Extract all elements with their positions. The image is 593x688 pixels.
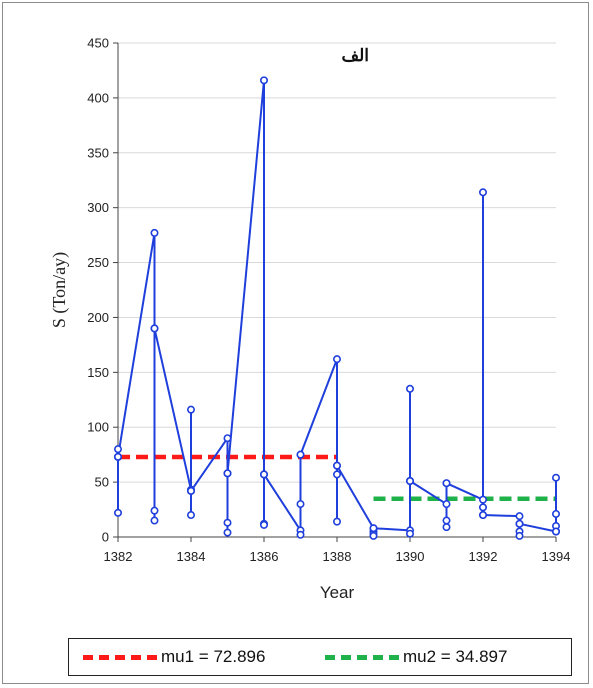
x-tick-label: 1388: [323, 549, 352, 564]
data-point: [442, 479, 451, 488]
legend: mu1 = 72.896 mu2 = 34.897: [68, 638, 572, 676]
data-point: [332, 517, 341, 526]
legend-swatch-mu2: [325, 654, 399, 660]
data-point: [332, 470, 341, 479]
data-point: [405, 477, 414, 486]
chart-title: الف: [341, 46, 369, 65]
tick-labels: 0 50 100 150 200 250 300 350 400 450 1382 1384 1386 1…: [87, 36, 570, 565]
data-point: [551, 509, 560, 518]
data-point: [369, 531, 378, 540]
data-point: [114, 508, 123, 517]
data-point: [187, 486, 196, 495]
data-point: [150, 228, 159, 237]
data-point: [515, 519, 524, 528]
y-tick-label: 300: [87, 200, 109, 215]
data-point: [223, 434, 232, 443]
data-point: [369, 524, 378, 533]
y-tick-label: 250: [87, 255, 109, 270]
y-tick-label: 400: [87, 90, 109, 105]
data-point: [515, 531, 524, 540]
data-point: [150, 324, 159, 333]
x-tick-label: 1386: [250, 549, 279, 564]
legend-label-mu2: mu2 = 34.897: [403, 647, 508, 666]
x-tick-label: 1384: [177, 549, 206, 564]
data-point: [187, 405, 196, 414]
x-tick-label: 1392: [469, 549, 498, 564]
data-point: [150, 516, 159, 525]
x-tick-label: 1394: [542, 549, 571, 564]
y-axis-label: S (Ton/ay): [49, 252, 70, 328]
x-axis-label: Year: [320, 583, 355, 602]
data-point: [442, 500, 451, 509]
legend-swatch-mu1: [83, 654, 157, 660]
data-point: [223, 469, 232, 478]
chart: 0 50 100 150 200 250 300 350 400 450 1382 1384 1386 1…: [49, 36, 570, 603]
data-point: [442, 523, 451, 532]
data-point: [515, 512, 524, 521]
y-tick-label: 50: [95, 475, 109, 490]
y-tick-label: 200: [87, 310, 109, 325]
data-point: [478, 503, 487, 512]
data-point: [332, 355, 341, 364]
y-tick-label: 350: [87, 145, 109, 160]
y-tick-label: 450: [87, 36, 109, 51]
legend-item-mu2: mu2 = 34.897: [325, 639, 507, 675]
data-point: [296, 500, 305, 509]
data-point: [551, 473, 560, 482]
data-point: [187, 511, 196, 520]
data-point: [551, 527, 560, 536]
y-tick-label: 100: [87, 420, 109, 435]
data-point: [259, 470, 268, 479]
legend-label-mu1: mu1 = 72.896: [161, 647, 266, 666]
data-point: [150, 506, 159, 515]
data-point: [405, 384, 414, 393]
data-point: [259, 520, 268, 529]
x-tick-label: 1382: [104, 549, 133, 564]
y-tick-label: 0: [102, 530, 109, 545]
data-point: [296, 450, 305, 459]
series-group: [114, 76, 560, 540]
x-tick-label: 1390: [396, 549, 425, 564]
data-point: [478, 511, 487, 520]
legend-item-mu1: mu1 = 72.896: [83, 639, 265, 675]
data-point: [259, 76, 268, 85]
y-tick-label: 150: [87, 365, 109, 380]
data-point: [478, 495, 487, 504]
data-point: [332, 461, 341, 470]
data-point: [223, 528, 232, 537]
data-point: [114, 445, 123, 454]
data-point: [478, 188, 487, 197]
data-point: [405, 529, 414, 538]
data-point: [442, 516, 451, 525]
data-point: [114, 452, 123, 461]
data-point: [296, 530, 305, 539]
data-point: [223, 518, 232, 527]
